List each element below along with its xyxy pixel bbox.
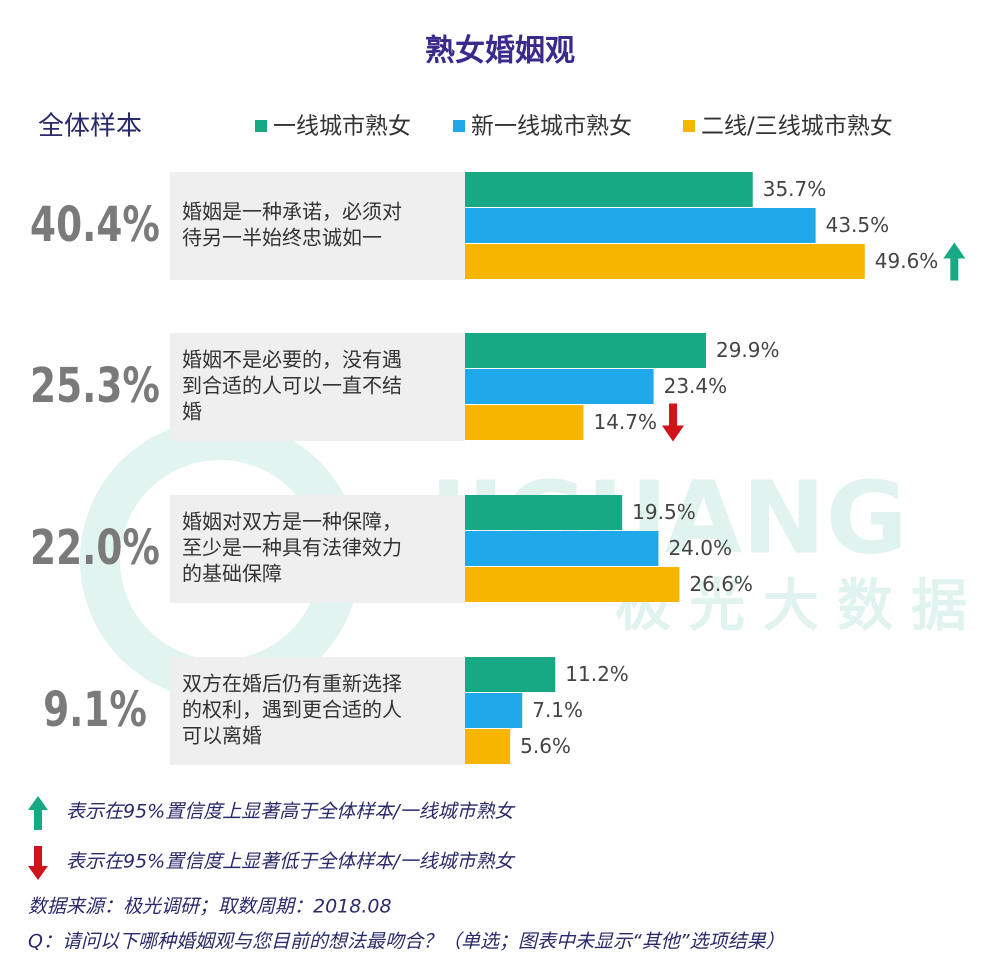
bar [465,693,523,728]
bar [465,333,706,368]
bar [465,172,753,207]
chart-title: 熟女婚姻观 [425,34,575,69]
source: 数据来源：极光调研；取数周期：2018.08 [28,896,392,918]
value-label: 23.4% [664,374,728,398]
bar [465,729,511,764]
overall-value: 9.1% [43,682,147,738]
category-label: 的权利，遇到更合适的人 [182,698,402,722]
bar [465,208,816,243]
category-label: 婚 [182,400,202,424]
category-label: 婚姻是一种承诺，必须对 [182,200,402,224]
value-label: 14.7% [593,410,657,434]
value-label: 43.5% [826,213,890,237]
significance-arrow [943,242,966,281]
category-label: 到合适的人可以一直不结 [182,374,402,398]
value-label: 7.1% [532,698,583,722]
bar [465,567,680,602]
bar [465,244,865,279]
legend-label: 新一线城市熟女 [471,114,632,140]
legend-label: 二线/三线城市熟女 [701,114,893,140]
category-label: 的基础保障 [182,562,282,586]
bar [465,369,654,404]
legend: 一线城市熟女 新一线城市熟女 二线/三线城市熟女 [255,114,893,140]
value-label: 49.6% [875,249,939,273]
category-label: 至少是一种具有法律效力 [182,536,402,560]
question: Q：请问以下哪种婚姻观与您目前的想法最吻合？（单选；图表中未显示“其他”选项结果… [28,931,785,953]
overall-value: 25.3% [30,358,160,414]
note-down: 表示在95%置信度上显著低于全体样本/一线城市熟女 [66,851,516,873]
category-box [170,172,465,280]
category-label: 双方在婚后仍有重新选择 [182,672,402,696]
legend-swatch [255,120,267,132]
legend-swatch [683,120,695,132]
value-label: 35.7% [763,177,827,201]
legend-swatch [453,120,465,132]
category-label: 婚姻不是必要的，没有遇 [182,348,402,372]
note-up-arrow [28,796,48,830]
value-label: 26.6% [689,572,753,596]
category-label: 可以离婚 [182,724,262,748]
category-box [170,333,465,441]
value-label: 24.0% [668,536,732,560]
category-box [170,495,465,603]
bar [465,657,556,692]
bar [465,495,623,530]
bar [465,531,659,566]
note-down-arrow [28,846,48,880]
value-label: 19.5% [632,500,696,524]
overall-value: 40.4% [30,197,160,253]
category-label: 婚姻对双方是一种保障， [182,510,402,534]
value-label: 29.9% [716,338,780,362]
legend-label: 一线城市熟女 [273,114,411,140]
significance-arrow [662,403,685,442]
value-label: 5.6% [520,734,571,758]
category-label: 待另一半始终忠诚如一 [182,226,382,250]
category-box [170,657,465,765]
value-label: 11.2% [565,662,629,686]
bar [465,405,584,440]
overall-value: 22.0% [30,520,160,576]
overall-label: 全体样本 [38,112,142,142]
note-up: 表示在95%置信度上显著高于全体样本/一线城市熟女 [66,801,516,823]
